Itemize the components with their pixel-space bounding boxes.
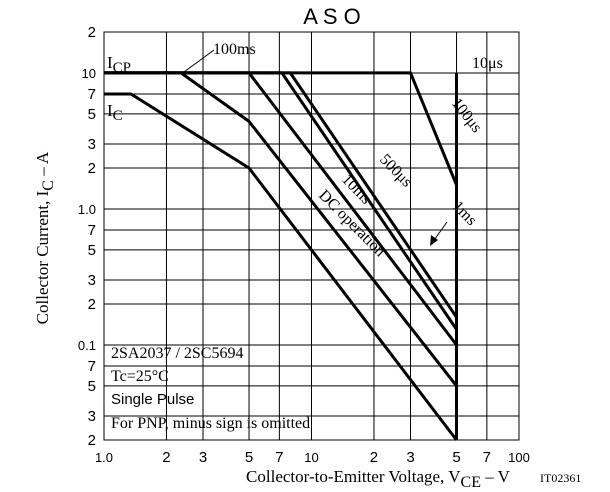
label-10us: 10μs: [472, 55, 503, 72]
x-tick-label: 3: [406, 449, 414, 466]
plot-frame: [103, 31, 520, 441]
x-tick-label: 10: [304, 450, 318, 465]
icp-label: ICP: [107, 53, 131, 76]
soa-curve: [104, 71, 458, 387]
y-tick-label: 7: [88, 86, 96, 103]
y-tick-label: 10: [82, 66, 96, 81]
x-tick-label: 5: [245, 449, 253, 466]
note-pnp: For PNP, minus sign is omitted: [111, 415, 310, 432]
y-tick-label: 2: [88, 296, 96, 313]
y-tick-label: 7: [88, 222, 96, 239]
label-100ms-leader: [183, 49, 215, 73]
note-tc: Tc=25°C: [111, 368, 169, 385]
label-100ms: 100ms: [213, 41, 256, 58]
soa-curve: [104, 92, 458, 441]
x-tick-label: 7: [483, 449, 491, 466]
y-tick-label: 3: [88, 408, 96, 425]
y-tick-label: 5: [88, 242, 96, 259]
x-tick-label: 5: [452, 449, 460, 466]
y-tick-label: 1.0: [78, 202, 96, 217]
y-tick-label: 7: [88, 358, 96, 375]
y-tick-label: 2: [88, 24, 96, 41]
x-tick-label: 1.0: [95, 450, 113, 465]
x-tick-label: 7: [275, 449, 283, 466]
y-tick-label: 3: [88, 136, 96, 153]
note-part-number: 2SA2037 / 2SC5694: [111, 345, 243, 362]
figure-code: IT02361: [540, 471, 581, 485]
x-axis-label: Collector-to-Emitter Voltage, VCE – V: [246, 467, 511, 491]
label-1ms-arrowhead: [430, 235, 438, 246]
x-tick-label: 2: [370, 449, 378, 466]
y-tick-label: 2: [88, 160, 96, 177]
y-tick-label: 2: [88, 432, 96, 449]
y-tick-labels: 2 10 7 5 3 2 1.0 7 5 3 2 0.1 7 5 3 2: [78, 24, 96, 449]
x-tick-label: 3: [199, 449, 207, 466]
x-tick-label: 100: [508, 450, 530, 465]
y-tick-label: 3: [88, 272, 96, 289]
soa-curves: [104, 71, 458, 441]
y-tick-label: 5: [88, 378, 96, 395]
chart-title: A S O: [303, 4, 360, 29]
x-tick-labels: 1.0 2 3 5 7 10 2 3 5 7 100: [95, 449, 530, 466]
x-tick-label: 2: [162, 449, 170, 466]
y-tick-label: 0.1: [78, 338, 96, 353]
y-tick-label: 5: [88, 106, 96, 123]
note-single-pulse: Single Pulse: [111, 391, 194, 408]
y-axis-label: Collector Current, IC – A: [33, 151, 57, 324]
ic-label: IC: [107, 101, 123, 124]
